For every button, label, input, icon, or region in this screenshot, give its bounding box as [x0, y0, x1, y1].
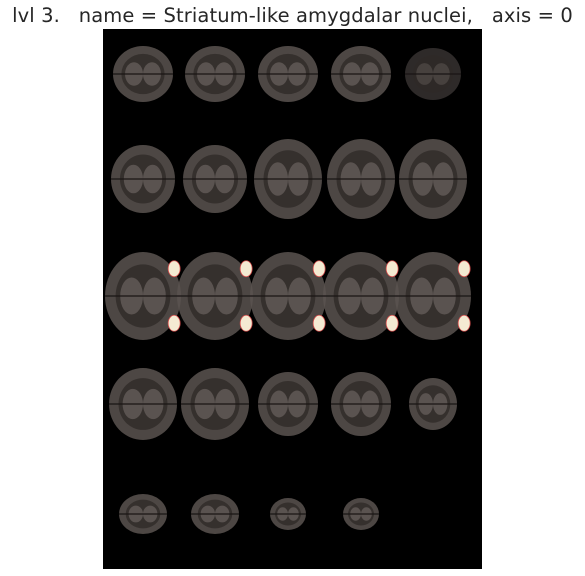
brain-slice-r3c2	[258, 372, 318, 436]
brain-slice-r4c3	[343, 498, 379, 530]
slice-montage	[105, 46, 471, 534]
highlight-region-lower	[312, 314, 326, 332]
brain-slice-r2c0	[105, 252, 181, 340]
brain-slice-r1c2	[254, 139, 322, 219]
highlight-region-upper	[167, 260, 181, 278]
brain-slice-r4c1	[191, 494, 239, 534]
highlight-region-upper	[385, 260, 399, 278]
brain-slice-r1c4	[399, 139, 467, 219]
brain-slice-r0c4	[405, 48, 461, 100]
brain-slice-r3c0	[109, 368, 177, 440]
highlight-region-lower	[385, 314, 399, 332]
highlight-region-lower	[239, 314, 253, 332]
highlight-region-lower	[457, 314, 471, 332]
brain-slice-r3c1	[181, 368, 249, 440]
highlight-region-upper	[457, 260, 471, 278]
brain-slice-r3c3	[331, 372, 391, 436]
brain-slice-r1c1	[183, 145, 247, 213]
brain-slice-r3c4	[409, 378, 457, 430]
brain-slice-r2c2	[250, 252, 326, 340]
brain-slice-r4c0	[119, 494, 167, 534]
brain-slice-r1c3	[327, 139, 395, 219]
brain-slice-r0c0	[113, 46, 173, 102]
highlight-region-upper	[312, 260, 326, 278]
slice-montage-panel	[103, 29, 482, 569]
brain-slice-r2c1	[177, 252, 253, 340]
brain-slice-r4c2	[270, 498, 306, 530]
highlight-region-upper	[239, 260, 253, 278]
brain-slice-r0c3	[331, 46, 391, 102]
brain-slice-r0c1	[185, 46, 245, 102]
figure-title: lvl 3. name = Striatum-like amygdalar nu…	[12, 4, 573, 27]
brain-slice-r2c4	[395, 252, 471, 340]
highlight-region-lower	[167, 314, 181, 332]
brain-slice-r0c2	[258, 46, 318, 102]
brain-slice-r2c3	[323, 252, 399, 340]
brain-slice-r1c0	[111, 145, 175, 213]
